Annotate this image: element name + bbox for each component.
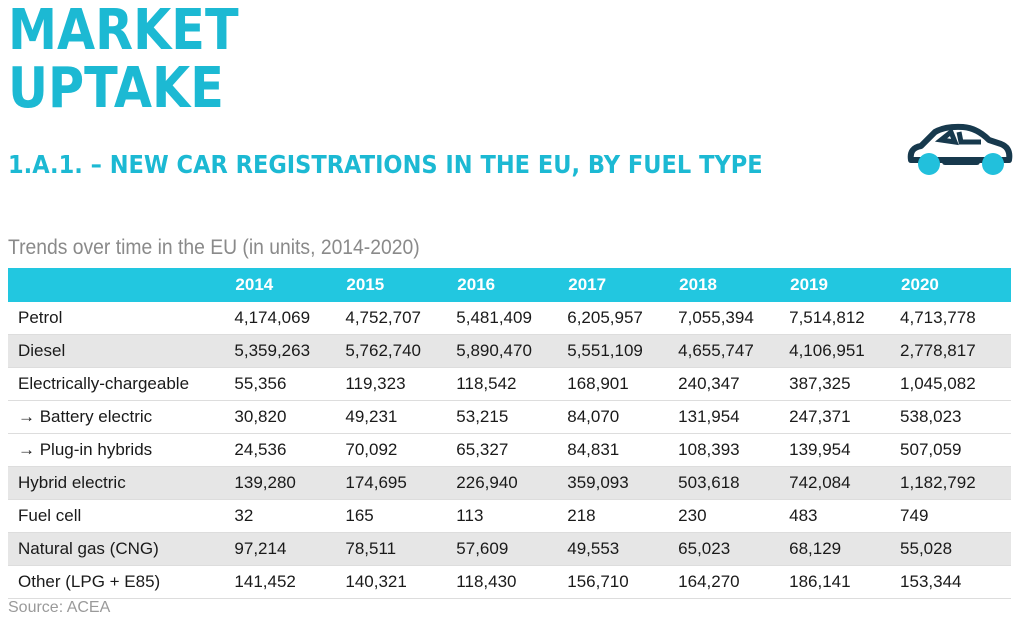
table-row: Electrically-chargeable 55,356 119,323 118,… <box>8 367 1011 401</box>
cell-value: 4,174,069 <box>234 302 346 335</box>
cell-value: 6,205,957 <box>567 302 679 335</box>
cell-value: 57,609 <box>456 532 568 566</box>
cell-value: 113 <box>456 499 568 533</box>
table-row: Fuel cell 32 165 113 218 230 483 749 <box>8 499 1011 533</box>
cell-value: 84,070 <box>567 400 679 434</box>
table-row: Petrol 4,174,069 4,752,707 5,481,409 6,205,9… <box>8 302 1011 335</box>
cell-value: 131,954 <box>678 400 790 434</box>
row-label: Hybrid electric <box>8 466 235 500</box>
row-label: Fuel cell <box>8 499 235 533</box>
row-label: Electrically-chargeable <box>8 367 235 401</box>
section-subtitle: 1.A.1. – NEW CAR REGISTRATIONS IN THE EU… <box>8 150 763 179</box>
page-title: MARKET UPTAKE <box>8 2 239 118</box>
table-row: Other (LPG + E85) 141,452 140,321 118,430 15… <box>8 565 1011 599</box>
row-label: Diesel <box>8 334 235 368</box>
cell-value: 49,231 <box>345 400 457 434</box>
cell-value: 30,820 <box>234 400 346 434</box>
cell-value: 5,551,109 <box>567 334 679 368</box>
cell-value: 4,106,951 <box>789 334 901 368</box>
cell-value: 742,084 <box>789 466 901 500</box>
cell-value: 118,430 <box>456 565 568 599</box>
cell-value: 387,325 <box>789 367 901 401</box>
cell-value: 4,655,747 <box>678 334 790 368</box>
cell-value: 139,954 <box>789 433 901 467</box>
cell-value: 55,028 <box>900 532 1011 566</box>
cell-value: 78,511 <box>345 532 457 566</box>
cell-value: 84,831 <box>567 433 679 467</box>
row-label: → Battery electric <box>8 400 235 434</box>
cell-value: 247,371 <box>789 400 901 434</box>
cell-value: 7,514,812 <box>789 302 901 335</box>
cell-value: 164,270 <box>678 565 790 599</box>
title-line-2: UPTAKE <box>8 56 224 121</box>
cell-value: 4,752,707 <box>345 302 457 335</box>
table-row: Hybrid electric 139,280 174,695 226,940 359,… <box>8 466 1011 500</box>
cell-value: 97,214 <box>234 532 346 566</box>
cell-value: 5,762,740 <box>345 334 457 368</box>
cell-value: 139,280 <box>234 466 346 500</box>
column-header: 2016 <box>456 268 568 302</box>
cell-value: 65,327 <box>456 433 568 467</box>
table-row: Diesel 5,359,263 5,762,740 5,890,470 5,551,1… <box>8 334 1011 368</box>
cell-value: 749 <box>900 499 1011 533</box>
cell-value: 2,778,817 <box>900 334 1011 368</box>
cell-value: 165 <box>345 499 457 533</box>
table-row: → Battery electric 30,820 49,231 53,215 84,0… <box>8 400 1011 434</box>
cell-value: 5,481,409 <box>456 302 568 335</box>
cell-value: 4,713,778 <box>900 302 1011 335</box>
row-label: Petrol <box>8 302 235 335</box>
cell-value: 5,359,263 <box>234 334 346 368</box>
cell-value: 7,055,394 <box>678 302 790 335</box>
table-header-row: 2014 2015 2016 2017 2018 2019 2020 <box>8 268 1011 302</box>
cell-value: 108,393 <box>678 433 790 467</box>
title-line-1: MARKET <box>8 0 239 63</box>
cell-value: 507,059 <box>900 433 1011 467</box>
column-header: 2014 <box>234 268 346 302</box>
table-row: → Plug-in hybrids 24,536 70,092 65,327 84,83… <box>8 433 1011 467</box>
cell-value: 503,618 <box>678 466 790 500</box>
cell-value: 65,023 <box>678 532 790 566</box>
cell-value: 5,890,470 <box>456 334 568 368</box>
cell-value: 186,141 <box>789 565 901 599</box>
column-header: 2020 <box>900 268 1011 302</box>
car-icon <box>907 123 1013 175</box>
cell-value: 359,093 <box>567 466 679 500</box>
cell-value: 538,023 <box>900 400 1011 434</box>
header-label <box>8 268 235 302</box>
cell-value: 141,452 <box>234 565 346 599</box>
table-caption: Trends over time in the EU (in units, 20… <box>8 236 420 259</box>
column-header: 2019 <box>789 268 901 302</box>
cell-value: 174,695 <box>345 466 457 500</box>
row-label: Natural gas (CNG) <box>8 532 235 566</box>
cell-value: 24,536 <box>234 433 346 467</box>
cell-value: 32 <box>234 499 346 533</box>
cell-value: 55,356 <box>234 367 346 401</box>
cell-value: 156,710 <box>567 565 679 599</box>
cell-value: 53,215 <box>456 400 568 434</box>
cell-value: 240,347 <box>678 367 790 401</box>
cell-value: 226,940 <box>456 466 568 500</box>
row-label: → Plug-in hybrids <box>8 433 235 467</box>
cell-value: 230 <box>678 499 790 533</box>
cell-value: 70,092 <box>345 433 457 467</box>
column-header: 2015 <box>345 268 457 302</box>
cell-value: 140,321 <box>345 565 457 599</box>
source-note: Source: ACEA <box>8 599 111 616</box>
cell-value: 483 <box>789 499 901 533</box>
cell-value: 1,182,792 <box>900 466 1011 500</box>
column-header: 2017 <box>567 268 679 302</box>
cell-value: 1,045,082 <box>900 367 1011 401</box>
cell-value: 218 <box>567 499 679 533</box>
cell-value: 118,542 <box>456 367 568 401</box>
column-header: 2018 <box>678 268 790 302</box>
cell-value: 119,323 <box>345 367 457 401</box>
registrations-table: 2014 2015 2016 2017 2018 2019 2020 Petro… <box>8 268 1011 599</box>
table-row: Natural gas (CNG) 97,214 78,511 57,609 49,55… <box>8 532 1011 566</box>
cell-value: 153,344 <box>900 565 1011 599</box>
row-label: Other (LPG + E85) <box>8 565 235 599</box>
cell-value: 168,901 <box>567 367 679 401</box>
cell-value: 68,129 <box>789 532 901 566</box>
cell-value: 49,553 <box>567 532 679 566</box>
